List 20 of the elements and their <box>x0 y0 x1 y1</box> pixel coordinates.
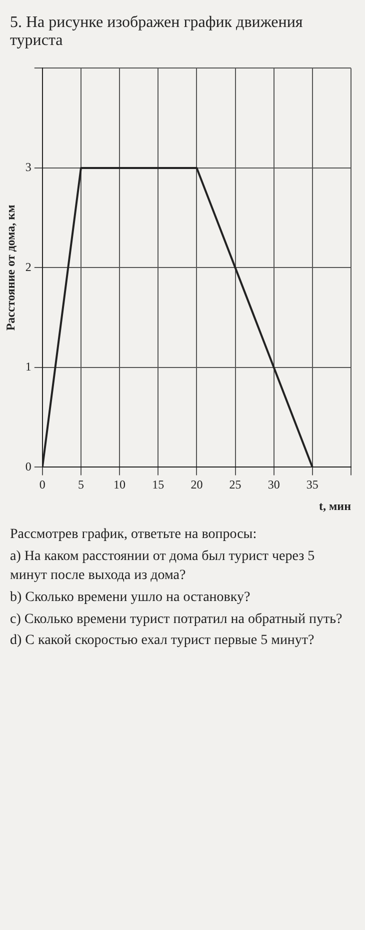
text: d) С какой скоростью ехал турист первые 5 минут? <box>10 632 316 650</box>
x-tick-label: 25 <box>229 478 242 492</box>
text: c) Сколько времени турист потратил на обратный путь? <box>10 610 344 629</box>
x-tick-label: 35 <box>306 478 318 492</box>
x-tick-label: 15 <box>152 478 164 492</box>
text: Рассмотрев график, ответьте на вопросы: <box>10 526 258 544</box>
x-tick-label: 30 <box>268 478 280 492</box>
chart-title: 5. На рисунке изображен график движения туриста <box>9 13 304 51</box>
text: b) Сколько времени ушло на остановку? <box>10 588 252 607</box>
y-tick-label: 0 <box>25 459 32 474</box>
text: a) На каком расстоянии от дома был турист через 5 минут после выхода из дома? <box>10 548 316 585</box>
x-tick-label: 20 <box>190 478 203 492</box>
x-tick-label: 0 <box>39 478 46 492</box>
y-tick-label: 1 <box>25 360 32 374</box>
x-axis-title: t, мин <box>319 498 352 513</box>
y-axis-title: Расстояние от дома, км <box>3 204 18 331</box>
x-tick-label: 10 <box>114 478 126 492</box>
y-tick-label: 3 <box>25 160 32 174</box>
x-tick-label: 5 <box>78 478 84 492</box>
y-tick-label: 2 <box>25 260 32 274</box>
